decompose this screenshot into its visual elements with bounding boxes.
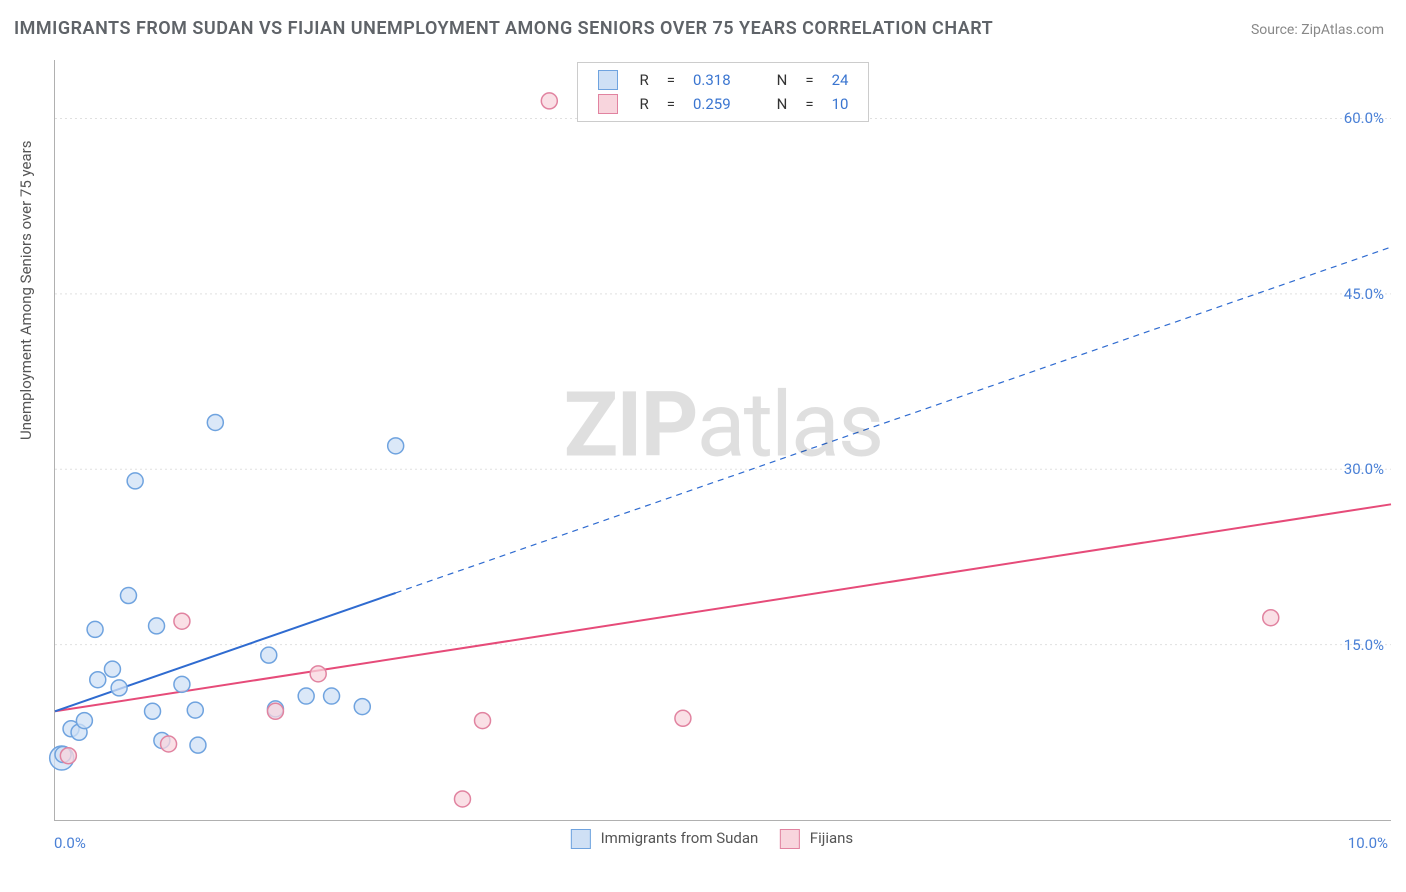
data-point (454, 791, 470, 807)
source-link[interactable]: ZipAtlas.com (1301, 22, 1384, 38)
swatch-fijians-icon (780, 829, 800, 849)
data-point (388, 438, 404, 454)
fijians-n-value: 10 (824, 93, 857, 115)
data-point (87, 621, 103, 637)
source-attribution: Source: ZipAtlas.com (1251, 22, 1384, 38)
data-point (267, 703, 283, 719)
data-point (298, 688, 314, 704)
sudan-n-value: 24 (824, 69, 857, 91)
y-tick-label: 15.0% (1344, 636, 1384, 654)
data-point (111, 680, 127, 696)
x-tick-min: 0.0% (54, 834, 86, 852)
chart-title: IMMIGRANTS FROM SUDAN VS FIJIAN UNEMPLOY… (14, 18, 993, 39)
scatter-plot-svg (55, 60, 1391, 820)
eq-3: = (659, 93, 683, 115)
y-tick-label: 45.0% (1344, 285, 1384, 303)
data-point (174, 613, 190, 629)
data-point (475, 713, 491, 729)
data-point (76, 713, 92, 729)
data-point (207, 414, 223, 430)
eq-4: = (797, 93, 821, 115)
legend-correlation-box: R = 0.318 N = 24 R = 0.259 N = 10 (577, 62, 870, 122)
data-point (60, 748, 76, 764)
y-tick-label: 30.0% (1344, 460, 1384, 478)
sudan-r-value: 0.318 (685, 69, 739, 91)
data-point (90, 672, 106, 688)
data-point (104, 661, 120, 677)
data-point (310, 666, 326, 682)
legend-label-sudan: Immigrants from Sudan (601, 829, 759, 847)
swatch-sudan-icon (571, 829, 591, 849)
data-point (145, 703, 161, 719)
data-point (174, 676, 190, 692)
x-tick-max: 10.0% (1348, 834, 1388, 852)
swatch-sudan (598, 70, 618, 90)
data-point (675, 710, 691, 726)
y-tick-label: 60.0% (1344, 109, 1384, 127)
legend-row-sudan: R = 0.318 N = 24 (590, 69, 857, 91)
data-point (261, 647, 277, 663)
data-point (161, 736, 177, 752)
y-axis-title: Unemployment Among Seniors over 75 years (17, 141, 35, 440)
legend-label-fijians: Fijians (810, 829, 853, 847)
n-label-2: N (777, 95, 788, 113)
r-label-2: R (640, 95, 649, 113)
data-point (149, 618, 165, 634)
fijians-r-value: 0.259 (685, 93, 739, 115)
plot-area: ZIPatlas R = 0.318 N = 24 R = 0. (54, 60, 1391, 821)
legend-series: Immigrants from Sudan Fijians (553, 829, 853, 849)
data-point (120, 588, 136, 604)
swatch-fijians (598, 94, 618, 114)
data-point (354, 699, 370, 715)
data-point (187, 702, 203, 718)
eq-1: = (659, 69, 683, 91)
source-prefix: Source: (1251, 22, 1301, 38)
data-point (1263, 610, 1279, 626)
data-point (127, 473, 143, 489)
n-label: N (777, 71, 788, 89)
r-label: R (640, 71, 649, 89)
data-point (190, 737, 206, 753)
legend-row-fijians: R = 0.259 N = 10 (590, 93, 857, 115)
data-point (541, 93, 557, 109)
eq-2: = (797, 69, 821, 91)
data-point (324, 688, 340, 704)
